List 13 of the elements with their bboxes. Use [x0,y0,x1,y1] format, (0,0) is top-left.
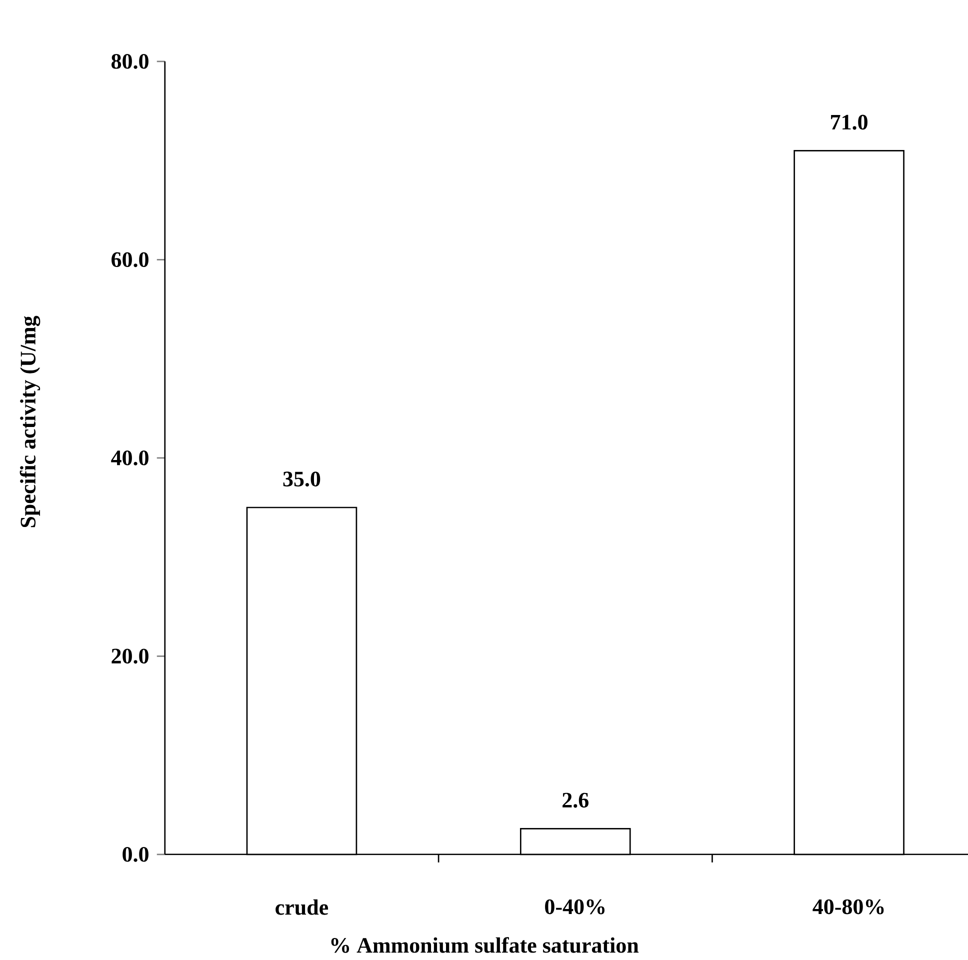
y-tick-label: 40.0 [111,450,148,466]
x-axis-title: % Ammonium sulfate saturation [331,937,639,953]
data-label: 71.0 [831,114,868,130]
x-tick-label: 40-80% [812,899,884,914]
x-tick-label: crude [276,899,328,915]
y-tick-label: 80.0 [112,54,148,69]
y-tick-label: 20.0 [112,648,148,664]
data-label: 35.0 [283,472,320,487]
x-tick-label: 0-40% [545,899,604,914]
y-axis-title: Specific activity (U/mg [20,316,40,528]
y-tick-label: 60.0 [112,252,148,268]
y-tick-label: 0.0 [122,846,148,862]
data-label: 2.6 [562,792,588,808]
